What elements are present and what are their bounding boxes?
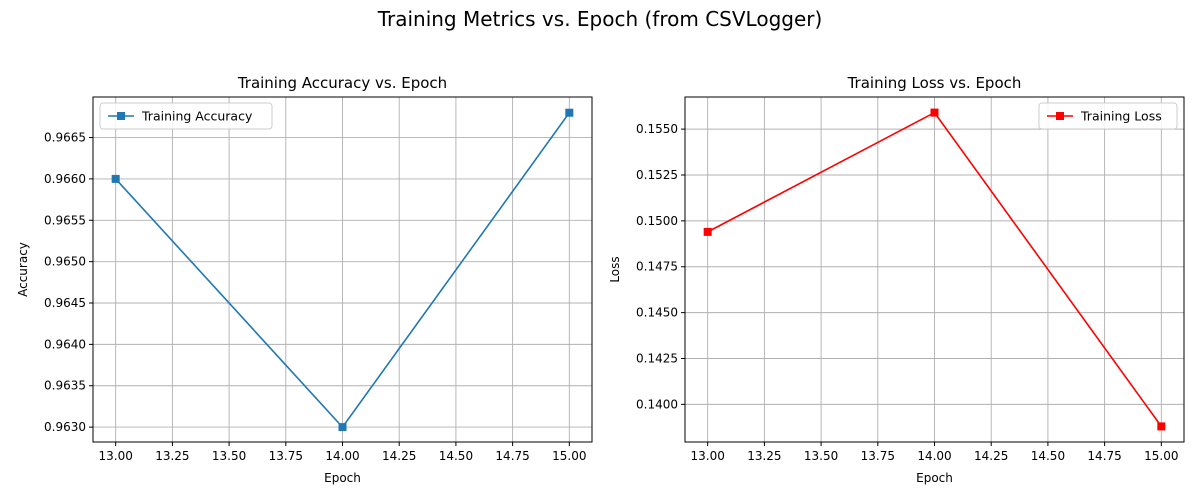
loss-x-tick-label: 13.50 [804, 449, 838, 463]
loss-panel-title: Training Loss vs. Epoch [847, 74, 1022, 92]
loss-x-tick-label: 13.75 [861, 449, 895, 463]
loss-legend-marker [1056, 112, 1064, 120]
acc-x-tick-label: 14.00 [325, 449, 359, 463]
loss-x-tick-label: 14.25 [974, 449, 1008, 463]
acc-legend-label: Training Accuracy [141, 109, 253, 124]
acc-panel-title: Training Accuracy vs. Epoch [237, 74, 447, 92]
acc-y-tick-label: 0.9635 [44, 379, 86, 393]
acc-x-tick-label: 14.75 [495, 449, 529, 463]
acc-legend: Training Accuracy [99, 102, 273, 130]
loss-y-tick-label: 0.1500 [636, 214, 678, 228]
loss-y-tick-label: 0.1425 [636, 352, 678, 366]
loss-x-tick-label: 14.00 [917, 449, 951, 463]
acc-data-point [565, 108, 574, 117]
loss-y-tick-label: 0.1550 [636, 122, 678, 136]
loss-x-tick-label: 15.00 [1144, 449, 1178, 463]
loss-y-tick-label: 0.1525 [636, 168, 678, 182]
loss-x-axis-label: Epoch [916, 471, 953, 485]
acc-y-tick-label: 0.9630 [44, 420, 86, 434]
loss-data-point [703, 227, 712, 236]
loss-x-tick-label: 13.00 [691, 449, 725, 463]
loss-y-tick-label: 0.1475 [636, 260, 678, 274]
loss-data-point [1157, 422, 1166, 431]
acc-x-tick-label: 14.25 [382, 449, 416, 463]
loss-legend: Training Loss [1038, 102, 1178, 130]
loss-x-tick-label: 13.25 [747, 449, 781, 463]
figure-title: Training Metrics vs. Epoch (from CSVLogg… [377, 7, 823, 31]
acc-data-point [111, 174, 120, 183]
acc-x-tick-label: 13.00 [99, 449, 133, 463]
loss-y-tick-label: 0.1400 [636, 397, 678, 411]
acc-x-tick-label: 13.25 [155, 449, 189, 463]
acc-x-tick-label: 14.50 [439, 449, 473, 463]
loss-y-tick-label: 0.1450 [636, 306, 678, 320]
loss-panel: 13.00 13.25 13.50 13.75 14.00 14.25 14.50 14.75… [608, 74, 1185, 485]
acc-x-tick-label: 13.75 [269, 449, 303, 463]
acc-x-tick-label: 13.50 [212, 449, 246, 463]
acc-y-tick-label: 0.9645 [44, 296, 86, 310]
loss-legend-box [1038, 102, 1178, 130]
acc-y-tick-label: 0.9665 [44, 131, 86, 145]
acc-x-axis-label: Epoch [324, 471, 361, 485]
loss-data-point [930, 108, 939, 117]
acc-y-tick-label: 0.9640 [44, 337, 86, 351]
acc-y-tick-label: 0.9655 [44, 213, 86, 227]
acc-y-tick-label: 0.9660 [44, 172, 86, 186]
acc-y-tick-label: 0.9650 [44, 255, 86, 269]
acc-x-tick-label: 15.00 [552, 449, 586, 463]
loss-y-axis-label: Loss [608, 256, 622, 282]
loss-legend-label: Training Loss [1080, 109, 1162, 124]
acc-legend-box [99, 102, 273, 130]
acc-data-point [338, 423, 347, 432]
loss-x-tick-label: 14.75 [1087, 449, 1121, 463]
acc-panel: 13.00 13.25 13.50 13.75 14.00 14.25 14.50 14.75… [16, 74, 593, 485]
acc-y-axis-label: Accuracy [16, 242, 30, 297]
loss-x-tick-label: 14.50 [1031, 449, 1065, 463]
acc-legend-marker [117, 112, 125, 120]
